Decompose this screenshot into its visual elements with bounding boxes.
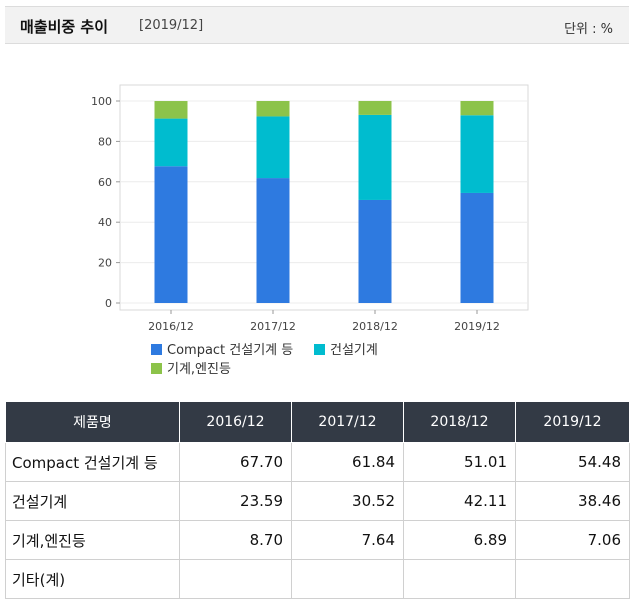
row-name: 기타(계) [5, 559, 180, 599]
bar-segment [154, 166, 188, 303]
legend-label: 건설기계 [330, 343, 378, 358]
table-row: 건설기계 23.59 30.52 42.11 38.46 [5, 481, 630, 521]
cell-value [179, 559, 292, 599]
header-2016: 2016/12 [179, 401, 292, 443]
legend-swatch [151, 363, 162, 374]
stacked-bar-chart: 0 20 40 60 80 100 2016/12 2017/12 2018/12 2019/1… [91, 84, 529, 377]
y-tick-label: 40 [98, 216, 112, 229]
header-2017: 2017/12 [291, 401, 404, 443]
table-row: 기계,엔진등 8.70 7.64 6.89 7.06 [5, 520, 630, 560]
grid-lines [120, 100, 528, 304]
x-tick-label: 2016/12 [148, 320, 194, 333]
x-tick-label: 2018/12 [352, 320, 398, 333]
plot-frame [119, 84, 529, 311]
y-tick-label: 20 [98, 257, 112, 270]
y-tick-label: 80 [98, 135, 112, 148]
cell-value: 30.52 [291, 481, 404, 521]
y-axis: 0 20 40 60 80 100 [91, 95, 120, 310]
period-label: [2019/12] [139, 18, 204, 33]
unit-label: 단위 : % [564, 22, 613, 37]
bar-segment [154, 118, 188, 167]
y-tick-label: 100 [91, 95, 112, 108]
row-name: Compact 건설기계 등 [5, 442, 180, 482]
row-name: 건설기계 [5, 481, 180, 521]
legend-swatch [314, 344, 325, 355]
bar-segment [460, 115, 494, 193]
bars [154, 100, 494, 303]
bar-segment [256, 178, 290, 303]
bar-segment [358, 114, 392, 200]
x-tick-label: 2017/12 [250, 320, 296, 333]
legend-label: Compact 건설기계 등 [167, 343, 293, 358]
bar-segment [256, 116, 290, 179]
cell-value: 38.46 [515, 481, 630, 521]
table-header-row: 제품명 2016/12 2017/12 2018/12 2019/12 [5, 401, 630, 443]
chart-title: 매출비중 추이 [20, 18, 109, 36]
data-table: 제품명 2016/12 2017/12 2018/12 2019/12 Comp… [5, 401, 630, 599]
header-product: 제품명 [5, 401, 180, 443]
legend-swatch [151, 344, 162, 355]
header-2018: 2018/12 [403, 401, 516, 443]
row-name: 기계,엔진등 [5, 520, 180, 560]
cell-value: 51.01 [403, 442, 516, 482]
cell-value: 7.64 [291, 520, 404, 560]
cell-value: 61.84 [291, 442, 404, 482]
cell-value: 6.89 [403, 520, 516, 560]
y-tick-label: 60 [98, 176, 112, 189]
cell-value: 42.11 [403, 481, 516, 521]
bar-segment [358, 100, 392, 115]
cell-value: 67.70 [179, 442, 292, 482]
bar-segment [460, 192, 494, 303]
chart-header: 매출비중 추이 [2019/12] 단위 : % [5, 6, 629, 44]
bar-segment [154, 101, 188, 119]
cell-value [403, 559, 516, 599]
cell-value: 7.06 [515, 520, 630, 560]
table-row: Compact 건설기계 등 67.70 61.84 51.01 54.48 [5, 442, 630, 482]
header-2019: 2019/12 [515, 401, 630, 443]
x-axis: 2016/12 2017/12 2018/12 2019/12 [148, 310, 500, 333]
cell-value: 8.70 [179, 520, 292, 560]
bar-segment [358, 199, 392, 303]
bar-segment [256, 101, 290, 117]
cell-value: 23.59 [179, 481, 292, 521]
cell-value: 54.48 [515, 442, 630, 482]
table-row: 기타(계) [5, 559, 630, 599]
cell-value [515, 559, 630, 599]
cell-value [291, 559, 404, 599]
x-tick-label: 2019/12 [454, 320, 500, 333]
legend-label: 기계,엔진등 [167, 362, 231, 377]
bar-segment [460, 101, 494, 116]
y-tick-label: 0 [105, 297, 112, 310]
